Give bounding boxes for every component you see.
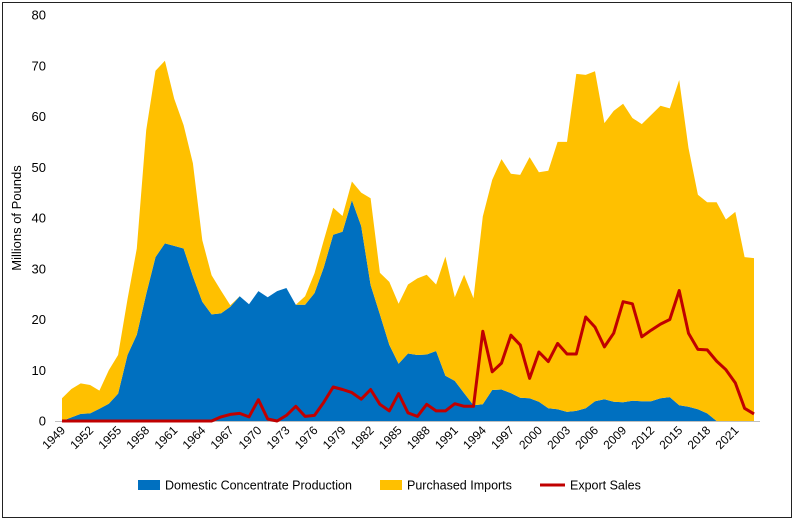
legend-label: Domestic Concentrate Production xyxy=(165,479,352,493)
y-tick-label: 60 xyxy=(32,109,46,124)
x-tick-label: 1985 xyxy=(376,423,405,452)
x-tick-label: 2015 xyxy=(657,423,686,452)
legend-item: Domestic Concentrate Production xyxy=(138,479,352,493)
y-tick-label: 10 xyxy=(32,363,46,378)
x-tick-label: 2021 xyxy=(713,423,742,452)
y-tick-label: 0 xyxy=(39,414,46,429)
x-tick-label: 2009 xyxy=(600,423,629,452)
y-tick-label: 40 xyxy=(32,211,46,226)
x-tick-label: 1961 xyxy=(152,423,181,452)
x-tick-label: 2003 xyxy=(544,423,573,452)
line-series-2 xyxy=(62,289,755,423)
y-tick-label: 80 xyxy=(32,8,46,23)
chart-frame xyxy=(2,2,792,518)
x-tick-label: 1967 xyxy=(208,423,237,452)
x-tick-label: 2000 xyxy=(516,423,545,452)
y-tick-label: 20 xyxy=(32,312,46,327)
x-tick-label: 1988 xyxy=(404,423,433,452)
x-tick-label: 1994 xyxy=(460,423,489,452)
x-tick-label: 1970 xyxy=(236,423,265,452)
x-tick-label: 2006 xyxy=(572,423,601,452)
legend: Domestic Concentrate Production Purchased… xyxy=(138,479,641,493)
area-series-0 xyxy=(62,200,754,421)
y-tick-label: 50 xyxy=(32,160,46,175)
x-tick-label: 1982 xyxy=(348,423,377,452)
x-tick-label: 1976 xyxy=(292,423,321,452)
x-tick-label: 2018 xyxy=(685,423,714,452)
y-axis-label: Millions of Pounds xyxy=(9,165,24,271)
legend-swatch xyxy=(138,480,160,490)
x-tick-label: 1964 xyxy=(180,423,209,452)
y-tick-label: 70 xyxy=(32,58,46,73)
x-tick-label: 1991 xyxy=(432,423,461,452)
x-tick-label: 1979 xyxy=(320,423,349,452)
x-tick-label: 1955 xyxy=(95,423,124,452)
x-tick-label: 2012 xyxy=(628,423,657,452)
x-tick-label: 1997 xyxy=(488,423,517,452)
x-tick-label: 1952 xyxy=(67,423,96,452)
legend-item: Export Sales xyxy=(540,479,641,493)
legend-label: Export Sales xyxy=(570,479,641,493)
x-tick-label: 1958 xyxy=(124,423,153,452)
legend-swatch xyxy=(380,480,402,490)
x-tick-label: 1973 xyxy=(264,423,293,452)
legend-label: Purchased Imports xyxy=(407,479,512,493)
y-tick-label: 30 xyxy=(32,261,46,276)
legend-item: Purchased Imports xyxy=(380,479,512,493)
